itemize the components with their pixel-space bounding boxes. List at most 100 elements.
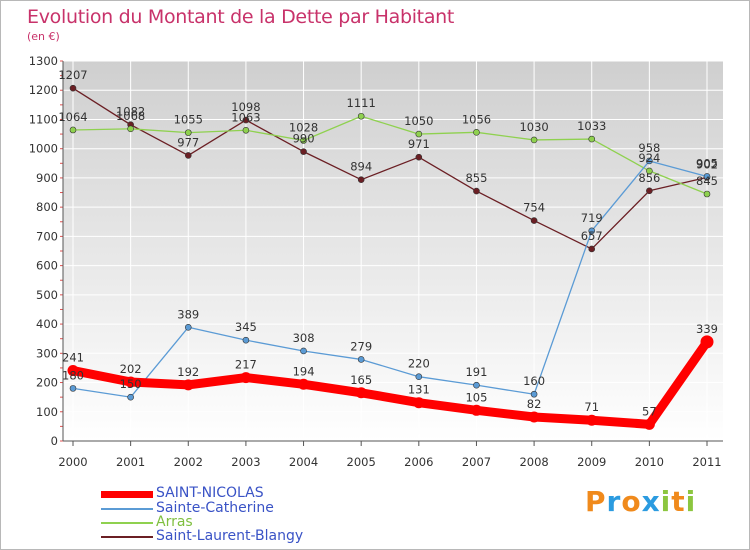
- y-tick-label: 300: [36, 346, 58, 360]
- data-point: [242, 126, 250, 134]
- y-tick-label: 900: [36, 171, 58, 185]
- data-label: 856: [638, 171, 660, 185]
- x-tick-label: 2003: [231, 455, 260, 469]
- y-tick-label: 1300: [29, 54, 58, 68]
- legend-swatch: [101, 508, 153, 510]
- y-tick-label: 200: [36, 376, 58, 390]
- data-label: 924: [638, 151, 660, 165]
- data-point: [355, 387, 367, 399]
- data-label: 1050: [404, 114, 433, 128]
- legend-item: Arras: [101, 514, 361, 531]
- data-label: 1064: [58, 110, 87, 124]
- x-tick-label: 2011: [692, 455, 721, 469]
- data-point: [703, 173, 711, 180]
- x-tick-label: 2005: [347, 455, 376, 469]
- data-point: [588, 245, 596, 253]
- data-label: 160: [523, 374, 545, 388]
- data-point: [242, 336, 250, 344]
- y-tick-label: 100: [36, 405, 58, 419]
- series-line-arras: [72, 115, 708, 195]
- series-line-sainte-catherine: [72, 160, 708, 398]
- logo-letter: r: [606, 485, 622, 518]
- y-tick-label: 700: [36, 229, 58, 243]
- data-label: 1028: [289, 121, 318, 135]
- data-label: 192: [177, 365, 199, 379]
- data-point: [703, 190, 711, 198]
- y-tick-label: 0: [51, 434, 58, 448]
- data-point: [588, 135, 596, 143]
- series-line-saint-nicolas: [68, 337, 712, 429]
- data-label: 194: [293, 364, 315, 378]
- data-label: 1068: [116, 109, 145, 123]
- data-label: 905: [696, 156, 718, 170]
- data-point: [357, 356, 365, 363]
- data-label: 1033: [577, 119, 606, 133]
- x-tick-label: 2007: [462, 455, 491, 469]
- data-label: 1030: [519, 120, 548, 134]
- data-point: [127, 393, 134, 401]
- data-label: 657: [581, 229, 603, 243]
- data-point: [415, 153, 423, 161]
- data-point: [586, 414, 598, 426]
- data-label: 845: [696, 174, 718, 188]
- data-point: [69, 84, 77, 92]
- legend-label: Sainte-Catherine: [156, 500, 274, 516]
- data-point: [300, 137, 307, 144]
- data-label: 339: [696, 322, 718, 336]
- x-tick-label: 2008: [519, 455, 548, 469]
- data-label: 308: [293, 331, 315, 345]
- x-tick-label: 2002: [174, 455, 203, 469]
- y-tick-label: 600: [36, 259, 58, 273]
- data-label: 1207: [58, 68, 87, 82]
- data-labels: 241 202 192 217 194 165 131 105 82 71 57 339 180 150 3…: [58, 68, 718, 418]
- data-point: [184, 129, 192, 136]
- logo-letter: x: [641, 485, 661, 518]
- proxiti-logo: Proxiti: [585, 485, 696, 518]
- logo-letter: t: [671, 485, 686, 518]
- data-point: [357, 176, 365, 183]
- x-tick-label: 2000: [58, 455, 87, 469]
- data-label: 105: [465, 390, 487, 404]
- data-label: 165: [350, 373, 372, 387]
- data-label: 202: [120, 362, 142, 376]
- legend-label: Saint-Laurent-Blangy: [156, 528, 304, 544]
- data-label: 389: [177, 307, 199, 321]
- legend-swatch: [101, 491, 153, 498]
- logo-letter: i: [660, 485, 672, 518]
- data-label: 279: [350, 339, 372, 353]
- data-label: 1063: [231, 110, 260, 124]
- y-tick-label: 400: [36, 317, 58, 331]
- data-label: 241: [62, 351, 84, 365]
- data-point: [184, 323, 192, 331]
- data-point: [588, 227, 596, 235]
- data-point: [184, 152, 192, 159]
- data-label: 220: [408, 357, 430, 371]
- data-label: 1111: [347, 96, 376, 110]
- legend-label: SAINT-NICOLAS: [156, 485, 264, 501]
- series-line-saint-laurent-blangy: [72, 87, 708, 250]
- x-tick-label: 2010: [635, 455, 664, 469]
- data-label: 345: [235, 320, 257, 334]
- data-label: 131: [408, 383, 430, 397]
- data-label: 855: [465, 171, 487, 185]
- x-tick-label: 2006: [404, 455, 433, 469]
- data-point: [300, 148, 307, 155]
- data-point: [413, 397, 425, 409]
- data-label: 1082: [116, 105, 145, 119]
- legend-swatch: [101, 536, 153, 538]
- data-label: 150: [120, 377, 142, 391]
- data-point: [530, 217, 538, 224]
- data-point: [700, 335, 714, 349]
- logo-letter: i: [685, 485, 697, 518]
- data-label: 719: [581, 211, 603, 225]
- data-point: [67, 365, 79, 377]
- data-point: [415, 130, 423, 138]
- data-point: [643, 418, 655, 430]
- data-label: 191: [465, 365, 487, 379]
- x-tick-label: 2004: [289, 455, 318, 469]
- legend-item: Saint-Laurent-Blangy: [101, 528, 361, 545]
- data-label: 57: [642, 404, 657, 418]
- data-point: [415, 373, 423, 380]
